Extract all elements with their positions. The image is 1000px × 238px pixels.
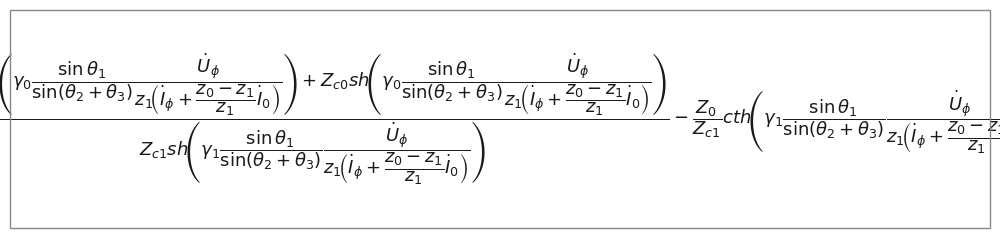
Text: $\dot{I}_{\phi} + \left(\dfrac{Z_0 ch\!\left(\gamma_0\dfrac{\sin\theta_1}{\sin(\: $\dot{I}_{\phi} + \left(\dfrac{Z_0 ch\!\… — [0, 51, 1000, 187]
